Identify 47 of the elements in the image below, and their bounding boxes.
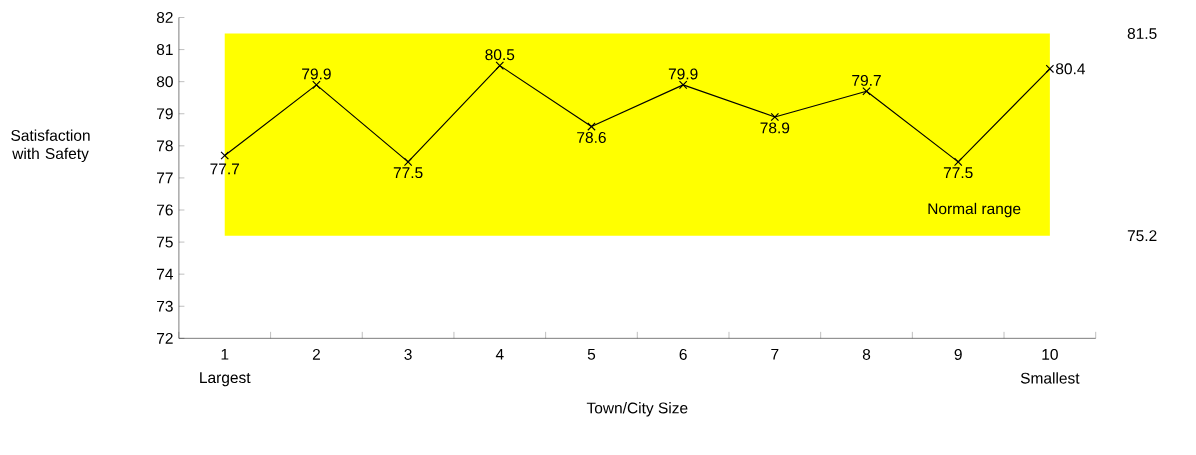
y-tick-label: 80	[156, 76, 173, 88]
point	[953, 157, 963, 167]
point	[862, 87, 871, 96]
data-label: 77.5	[943, 167, 973, 179]
data-label: 80.4	[1055, 63, 1086, 75]
data-label: 79.7	[852, 74, 881, 86]
point	[1045, 64, 1055, 74]
y-axis-title: Satisfaction with Safety	[11, 129, 90, 163]
y-tick-label: 81	[156, 44, 173, 56]
data-label: 79.9	[302, 68, 331, 80]
x-tick-label: 6	[679, 348, 687, 360]
x-tick-label: 9	[954, 348, 962, 360]
x-tick-label: 3	[404, 348, 412, 360]
point	[587, 122, 596, 131]
x-tick-label: 7	[771, 348, 779, 360]
y-tick-label: 75	[157, 236, 173, 248]
text: 81.5	[1127, 28, 1157, 40]
y-tick-label: 73	[157, 300, 173, 312]
point	[495, 61, 505, 70]
x-tick-label: 4	[495, 348, 504, 360]
x-tick-label: 10	[1042, 348, 1058, 360]
point	[678, 80, 688, 90]
y-tick-label: 77	[157, 172, 173, 184]
x-axis-title: Town/City Size	[586, 402, 688, 417]
point	[403, 157, 413, 167]
data-label: 77.5	[393, 167, 423, 179]
x-tick-label: 5	[587, 348, 596, 360]
x-tick-label: 1	[221, 348, 229, 360]
y-tick-label: 76	[157, 204, 173, 216]
x-tick-label: 8	[862, 348, 871, 360]
band-label: Normal range	[928, 202, 1021, 218]
x-tick-label: 2	[312, 348, 320, 360]
y-tick-label: 74	[157, 268, 174, 280]
point	[312, 80, 321, 90]
text: Largest	[200, 372, 251, 387]
text: 75.2	[1127, 230, 1157, 242]
data-label: 80.5	[485, 49, 515, 61]
point	[220, 151, 229, 160]
point	[770, 112, 780, 122]
y-tick-label: 72	[157, 332, 173, 344]
data-label: 78.9	[760, 122, 790, 134]
data-label: 79.9	[668, 68, 698, 80]
y-tick-label: 79	[157, 108, 173, 120]
y-tick-label: 82	[156, 12, 173, 23]
y-tick-label: 78	[157, 140, 173, 152]
text: Smallest	[1020, 372, 1080, 384]
data-label: 78.6	[577, 132, 606, 143]
